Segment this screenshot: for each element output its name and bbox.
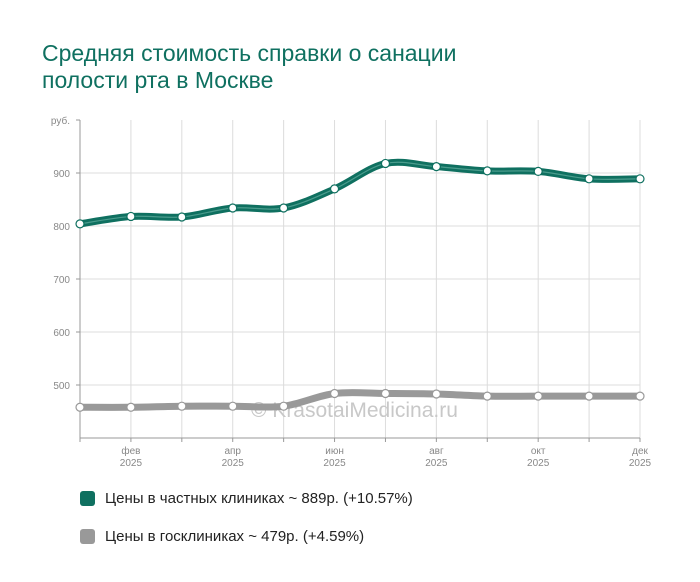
- y-tick-label: 700: [53, 275, 70, 286]
- y-tick-label: 500: [53, 381, 70, 392]
- data-point: [431, 389, 441, 399]
- data-point: [533, 166, 543, 177]
- data-point: [635, 391, 645, 401]
- line-chart: © KrasotaiMedicina.ru 500600700800900руб…: [51, 115, 652, 469]
- y-tick-label: 800: [53, 222, 70, 233]
- data-point: [228, 401, 238, 411]
- data-point: [126, 402, 136, 412]
- data-point: [482, 166, 492, 176]
- legend: Цены в частных клиниках ~ 889р. (+10.57%…: [80, 488, 413, 564]
- data-point: [380, 388, 391, 399]
- x-tick-label-year: 2025: [527, 458, 550, 469]
- data-point: [75, 219, 85, 229]
- data-point: [482, 391, 492, 401]
- data-point: [584, 391, 594, 401]
- x-tick-label-month: фев: [121, 445, 140, 457]
- data-point: [279, 401, 289, 411]
- legend-item-private[interactable]: Цены в частных клиниках ~ 889р. (+10.57%…: [80, 488, 413, 508]
- legend-item-public[interactable]: Цены в госклиниках ~ 479р. (+4.59%): [80, 526, 413, 546]
- y-tick-label: 600: [53, 328, 70, 339]
- x-tick-label-month: авг: [429, 446, 444, 457]
- y-axis-unit-label: руб.: [51, 115, 70, 127]
- series-0: [75, 158, 645, 229]
- y-tick-label: 900: [53, 169, 70, 180]
- data-point: [329, 388, 340, 399]
- data-point: [533, 391, 543, 401]
- data-point: [329, 184, 340, 194]
- data-point: [635, 174, 645, 184]
- legend-label-public: Цены в госклиниках ~ 479р. (+4.59%): [105, 527, 365, 545]
- series-line-0: [76, 158, 644, 228]
- x-tick-label-year: 2025: [120, 458, 143, 469]
- x-tick-label-month: июн: [325, 446, 344, 457]
- x-tick-label-month: апр: [224, 446, 241, 457]
- chart-title-line-2: полости рта в Москве: [42, 67, 274, 93]
- data-point: [126, 211, 136, 222]
- data-point: [177, 212, 187, 222]
- x-tick-label-year: 2025: [425, 458, 448, 469]
- legend-swatch-public: [80, 528, 95, 544]
- data-point: [177, 401, 187, 411]
- chart-title-line-1: Средняя стоимость справки о санации: [42, 40, 457, 66]
- chart-ticks: 500600700800900руб.фев2025апр2025июн2025…: [51, 115, 652, 469]
- x-tick-label-month: окт: [531, 446, 546, 457]
- x-tick-label-year: 2025: [222, 458, 245, 469]
- x-tick-label-year: 2025: [629, 458, 652, 469]
- data-point: [279, 203, 289, 213]
- data-point: [431, 162, 441, 172]
- legend-swatch-private: [80, 490, 95, 506]
- data-point: [584, 174, 594, 184]
- x-tick-label-month: дек: [632, 446, 648, 457]
- data-point: [75, 402, 85, 412]
- data-point: [380, 158, 391, 169]
- chart-title: Средняя стоимость справки о санации поло…: [42, 40, 642, 94]
- data-point: [228, 203, 238, 213]
- chart-series: [75, 158, 645, 412]
- x-tick-label-year: 2025: [323, 458, 346, 469]
- legend-label-private: Цены в частных клиниках ~ 889р. (+10.57%…: [105, 489, 413, 507]
- series-1: [75, 388, 645, 412]
